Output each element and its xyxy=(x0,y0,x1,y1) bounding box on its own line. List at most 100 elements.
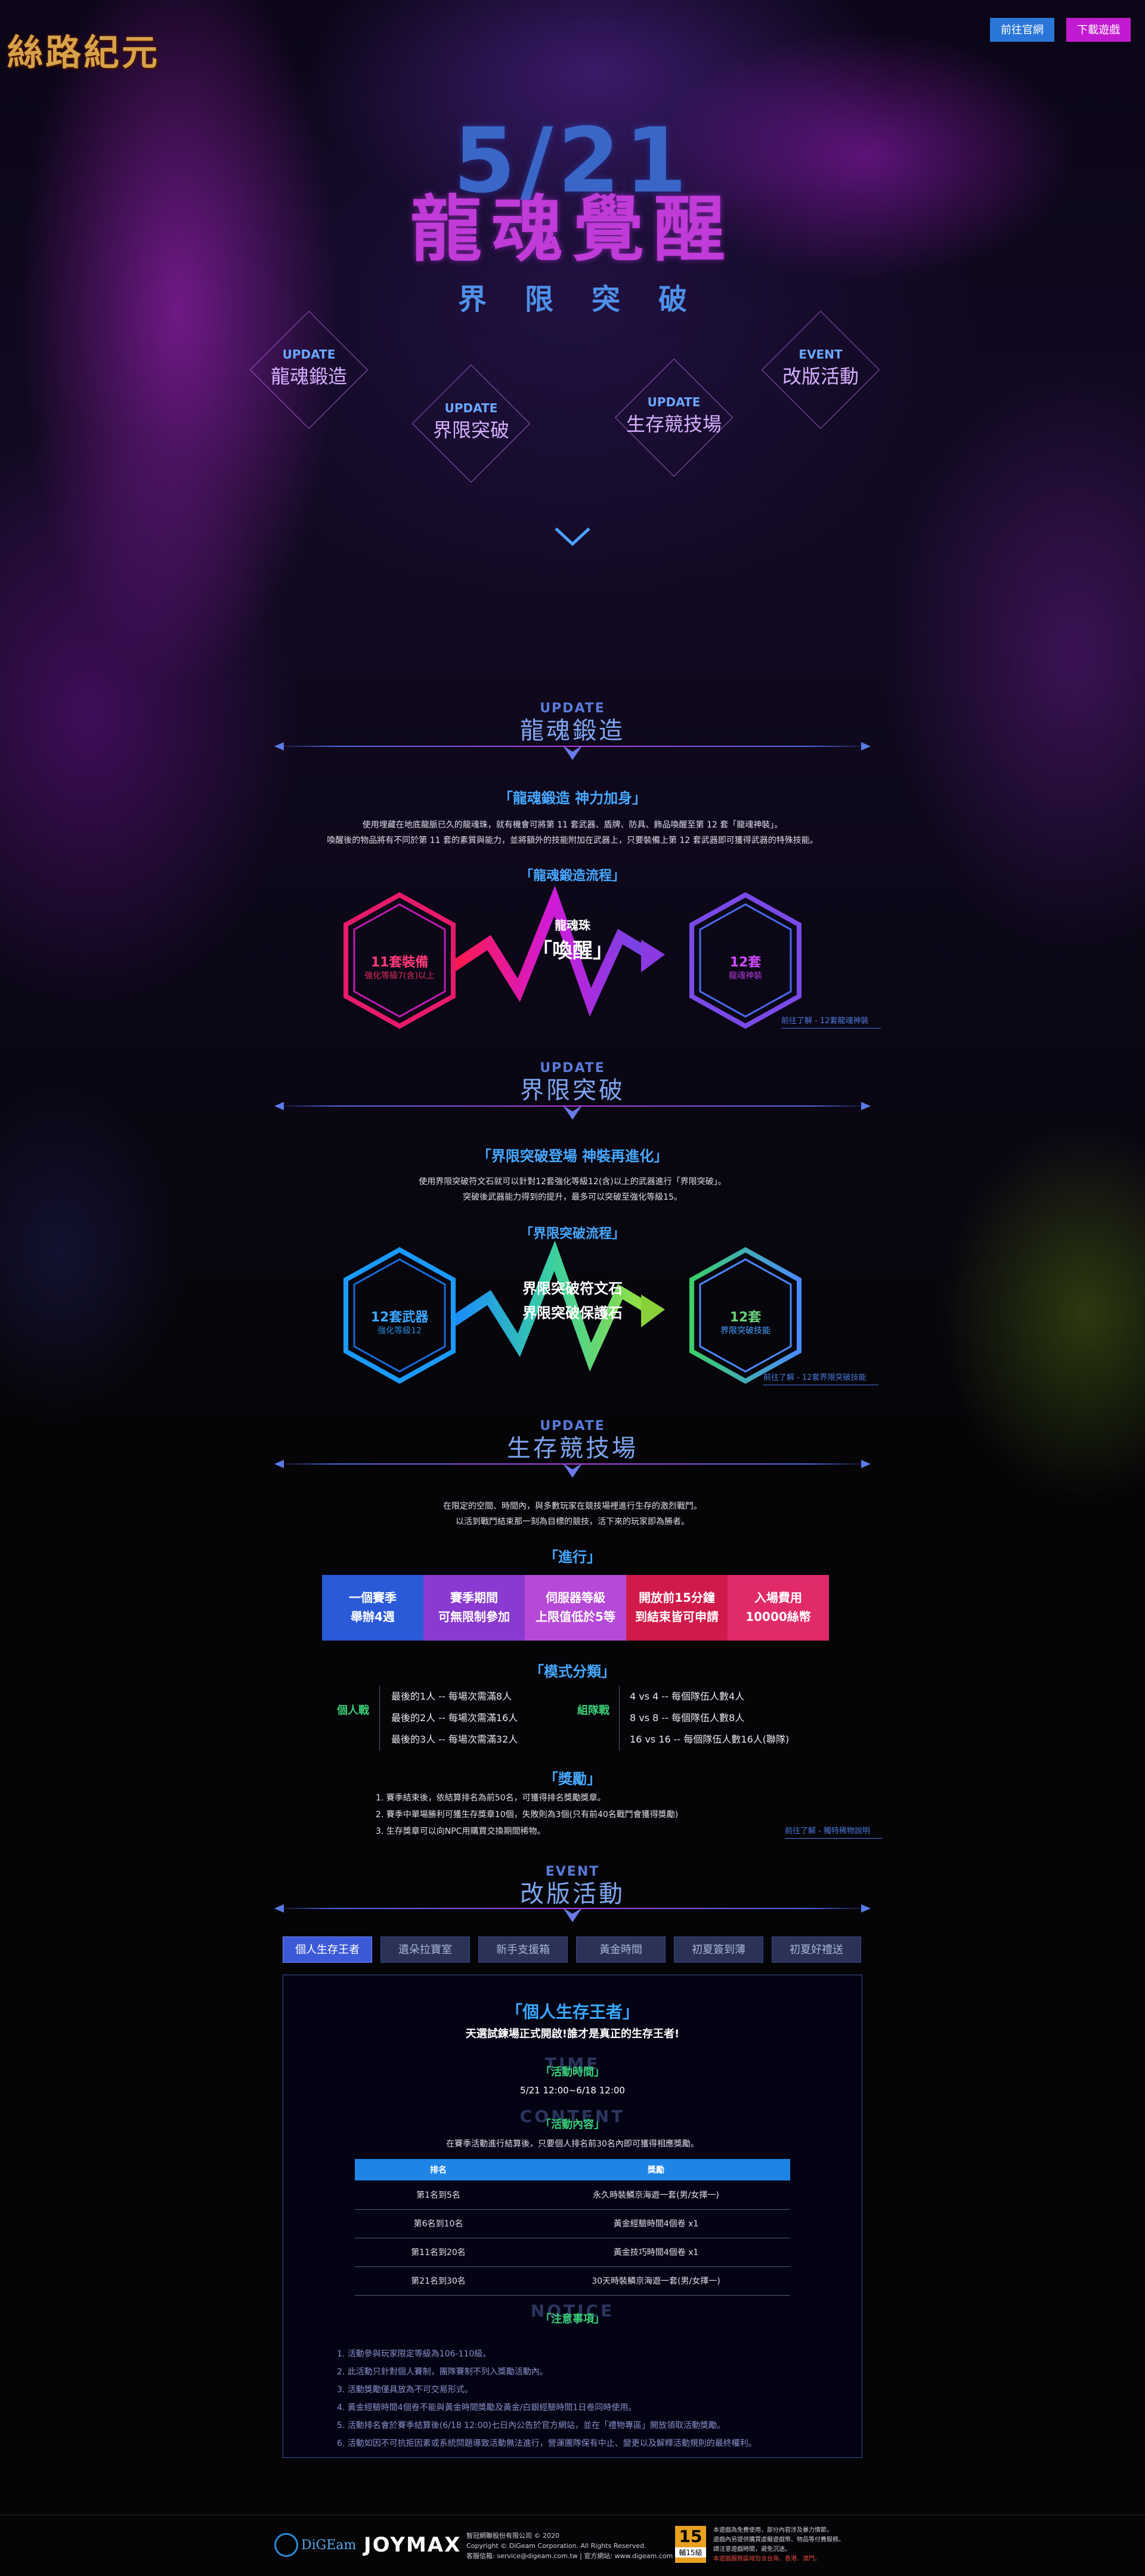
footer-links[interactable]: 客服信箱: service@digeam.com.tw | 官方網站: www.… xyxy=(466,2552,673,2560)
nav-label: 改版活動 xyxy=(782,365,859,388)
rating-number: 15 xyxy=(679,2526,703,2546)
flow-mid-small: 龍魂珠 xyxy=(555,918,590,932)
section-divider xyxy=(274,1460,871,1468)
rating-line: 遊戲內另提供購買虛擬遊戲幣、物品等付費服務。 xyxy=(713,2537,844,2543)
table-row: 第21名到30名 30天時裝鱗京海遊一套(男/女擇一) xyxy=(355,2266,790,2296)
forge-more-link[interactable]: 前往了解 - 12套龍魂神裝 xyxy=(781,1014,880,1028)
flow-mid-line2: 界限突破保護石 xyxy=(522,1305,623,1321)
notice-item: 5. 活動排名會於賽季結算後(6/18 12:00)七日內公告於官方網站，並在「… xyxy=(337,2421,725,2430)
notice-item: 4. 黃金經驗時間4個卷不能與黃金時間獎勵及黃金/白銀經驗時間1日卷同時使用。 xyxy=(337,2403,637,2413)
info-line1: 一個賽季 xyxy=(349,1590,397,1605)
download-game-button[interactable]: 下載遊戲 xyxy=(1066,18,1131,42)
arena-more-link[interactable]: 前往了解 - 獨特稀物說明 xyxy=(785,1824,882,1839)
mode-divider xyxy=(619,1686,620,1750)
table-header: 獎勵 xyxy=(522,2159,790,2180)
reward-cell: 黃金經驗時間4個卷 x1 xyxy=(522,2209,790,2238)
rating-text: 本遊戲為免費使用，部分內容涉及暴力情節。 遊戲內另提供購買虛擬遊戲幣、物品等付費… xyxy=(713,2526,844,2564)
game-logo[interactable]: 絲路紀元 xyxy=(7,32,160,74)
section-tag: EVENT xyxy=(545,1864,600,1879)
arena-info-box: 賽季期間 可無限制參加 xyxy=(423,1575,525,1641)
flow-step-title: 11套裝備 xyxy=(370,955,429,970)
digeam-logo-text[interactable]: DiGEam xyxy=(301,2538,357,2553)
mode-item: 最後的3人 -- 每場次需滿32人 xyxy=(391,1734,518,1745)
forge-desc-line2: 喚醒後的物品將有不同於第 11 套的素質與能力，並將額外的技能附加在武器上，只要… xyxy=(327,836,818,845)
flow-step-sub: 強化等級12 xyxy=(377,1326,422,1336)
joymax-logo[interactable]: JOYMAX xyxy=(364,2533,462,2557)
arena-reward-list: 1. 賽季結束後，依結算排名為前50名，可獲得排名獎勵獎章。 2. 賽季中單場勝… xyxy=(376,1790,678,1840)
section-arrow-icon xyxy=(563,1105,582,1120)
flow-step-title: 12套 xyxy=(729,1310,762,1325)
limit-desc-line2: 突破後武器能力得到的提升，最多可以突破至強化等級15。 xyxy=(463,1193,682,1202)
hero-title: 龍魂覺醒 xyxy=(410,187,735,271)
mode-item: 最後的2人 -- 每場次需滿16人 xyxy=(391,1712,518,1723)
reward-item: 2. 賽季中單場勝利可獲生存獎章10個，失敗則為3個(只有前40名戰鬥會獲得獎勵… xyxy=(376,1810,679,1820)
footer-copyright: Copyright © DiGeam Corporation. All Righ… xyxy=(466,2542,646,2550)
content-title: 「活動內容」 xyxy=(540,2118,605,2131)
nav-tag: UPDATE xyxy=(444,401,498,415)
tab-summer-gift[interactable]: 初夏好禮送 xyxy=(772,1936,861,1963)
info-line1: 開放前15分鐘 xyxy=(639,1590,715,1605)
tab-newbie-box[interactable]: 新手支援箱 xyxy=(478,1936,568,1963)
arena-desc-line1: 在限定的空間、時間內，與多數玩家在競技場裡進行生存的激烈戰鬥。 xyxy=(443,1502,702,1511)
nav-diamond-arena[interactable]: UPDATE 生存競技場 xyxy=(614,358,734,477)
mode-item: 16 vs 16 -- 每個隊伍人數16人(聯隊) xyxy=(630,1734,790,1745)
flow-step-left: 11套裝備 強化等級7(含)以上 xyxy=(340,895,459,1026)
limit-more-link[interactable]: 前往了解 - 12套界限突破技能 xyxy=(763,1371,878,1385)
rating-line: 請注意遊戲時間，避免沉迷。 xyxy=(713,2546,791,2553)
table-row: 第11名到20名 黃金技巧時間4個卷 x1 xyxy=(355,2238,790,2267)
nav-tag: UPDATE xyxy=(282,347,336,362)
tab-golden-time[interactable]: 黃金時間 xyxy=(576,1936,666,1963)
nav-label: 生存競技場 xyxy=(626,413,722,435)
nav-diamond-event[interactable]: EVENT 改版活動 xyxy=(761,310,880,430)
official-site-button[interactable]: 前往官網 xyxy=(990,18,1054,42)
info-line2: 舉辦4週 xyxy=(351,1610,395,1624)
flow-step-left: 12套武器 強化等級12 xyxy=(340,1250,459,1381)
rank-cell: 第11名到20名 xyxy=(355,2238,522,2267)
section-title: 改版活動 xyxy=(520,1880,625,1908)
event-tabs: 個人生存王者 遺朵拉寶室 新手支援箱 黃金時間 初夏簽到薄 初夏好禮送 xyxy=(283,1936,862,1963)
flow-step-right: 12套 界限突破技能 xyxy=(686,1250,805,1381)
forge-desc-line1: 使用埋藏在地底龍脈已久的龍魂珠，就有機會可將第 11 套武器、盾牌、防具、飾品喚… xyxy=(362,820,783,830)
mode-item: 4 vs 4 -- 每個隊伍人數4人 xyxy=(630,1691,745,1702)
section-tag: UPDATE xyxy=(540,1061,605,1076)
chevron-down-icon[interactable] xyxy=(553,525,592,549)
flow-step-sub: 界限突破技能 xyxy=(720,1326,770,1336)
arena-modes-title: 「模式分類」 xyxy=(530,1663,615,1680)
section-arrow-icon xyxy=(563,1908,582,1922)
rating-label: 輔15級 xyxy=(675,2547,706,2558)
flow-step-title: 12套武器 xyxy=(370,1310,429,1325)
hero-subtitle: 界限突破 xyxy=(457,283,725,316)
flow-step-middle: 界限突破符文石 界限突破保護石 xyxy=(495,1271,650,1322)
tab-survival-king[interactable]: 個人生存王者 xyxy=(283,1936,372,1963)
table-row: 第1名到5名 永久時裝鱗京海遊一套(男/女擇一) xyxy=(355,2180,790,2210)
footer: DiGEam JOYMAX 智冠網聯股份有限公司 © 2020 Copyrigh… xyxy=(0,2515,1145,2576)
section-heading-arena: UPDATE 生存競技場 xyxy=(0,1419,1145,1463)
section-title: 生存競技場 xyxy=(507,1435,638,1462)
table-row: 第6名到10名 黃金經驗時間4個卷 x1 xyxy=(355,2209,790,2238)
notice-item: 1. 活動參與玩家限定等級為106-110級。 xyxy=(337,2349,491,2359)
nav-tag: EVENT xyxy=(799,347,843,362)
reward-table: 排名 獎勵 第1名到5名 永久時裝鱗京海遊一套(男/女擇一) 第6名到10名 黃金經… xyxy=(355,2159,790,2296)
mode-item: 8 vs 8 -- 每個隊伍人數8人 xyxy=(630,1712,745,1723)
table-header-row: 排名 獎勵 xyxy=(355,2159,790,2180)
rank-cell: 第6名到10名 xyxy=(355,2209,522,2238)
time-bg-label: TIME xyxy=(544,2054,601,2074)
flow-step-middle: 龍魂珠 「喚醒」 xyxy=(495,916,650,963)
content-desc: 在賽季活動進行結算後，只要個人排名前30名內即可獲得相應獎勵。 xyxy=(446,2139,699,2149)
notice-bg-label: NOTICE xyxy=(530,2301,615,2321)
mode-divider xyxy=(379,1686,380,1750)
nav-diamond-limit[interactable]: UPDATE 界限突破 xyxy=(411,364,531,483)
tab-checkin[interactable]: 初夏簽到薄 xyxy=(674,1936,763,1963)
flow-step-right: 12套 龍魂神裝 xyxy=(686,895,805,1026)
nav-diamond-forge[interactable]: UPDATE 龍魂鍛造 xyxy=(249,310,369,430)
reward-cell: 黃金技巧時間4個卷 x1 xyxy=(522,2238,790,2267)
tab-treasure-room[interactable]: 遺朵拉寶室 xyxy=(380,1936,470,1963)
table-header: 排名 xyxy=(355,2159,522,2180)
section-tag: UPDATE xyxy=(540,1419,605,1434)
section-tag: UPDATE xyxy=(540,701,605,716)
content-bg-label: CONTENT xyxy=(519,2106,626,2126)
forge-flow-graphic xyxy=(344,885,802,1029)
section-title: 界限突破 xyxy=(520,1077,625,1104)
limit-desc: 使用界限突破符文石就可以針對12套強化等級12(含)以上的武器進行「界限突破」。… xyxy=(0,1174,1145,1205)
rank-cell: 第1名到5名 xyxy=(355,2180,522,2210)
